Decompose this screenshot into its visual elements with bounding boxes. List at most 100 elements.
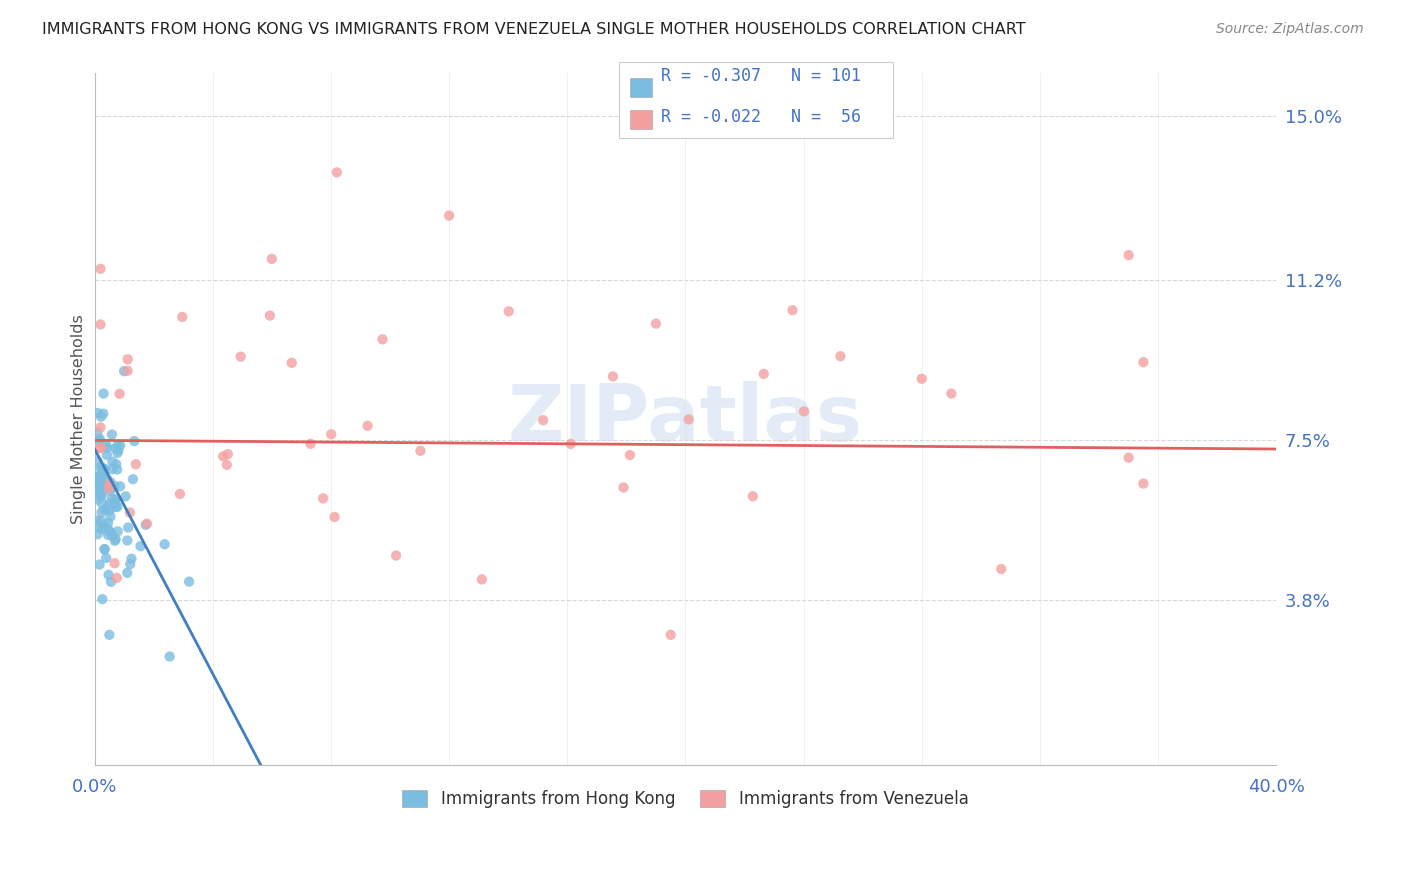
Point [101, 455, 124, 469]
Point [98, 628, 121, 642]
Point [86, 425, 108, 440]
Point [1132, 355, 1154, 369]
Point [104, 500, 127, 515]
Point [93, 542, 115, 557]
Point [117, 352, 139, 367]
Point [260, 252, 283, 266]
Point [87, 469, 110, 483]
Point [91, 463, 114, 477]
Point [1132, 476, 1154, 491]
Point [471, 573, 494, 587]
Point [409, 443, 432, 458]
Point [215, 458, 238, 472]
Point [87, 475, 110, 490]
Point [602, 369, 624, 384]
Point [121, 551, 143, 566]
Point [86, 475, 108, 489]
Point [89, 432, 111, 446]
Point [86, 470, 108, 484]
Point [678, 412, 700, 426]
Point [94, 502, 117, 516]
Point [122, 472, 145, 486]
Point [93, 472, 115, 486]
Point [1118, 450, 1140, 465]
Point [385, 549, 408, 563]
Point [100, 475, 122, 490]
Point [153, 537, 176, 551]
Point [86, 492, 108, 507]
Point [104, 533, 127, 548]
Point [107, 446, 129, 460]
Point [96, 480, 118, 494]
Point [97, 516, 120, 530]
Point [105, 458, 128, 472]
Point [108, 387, 131, 401]
Point [87, 481, 110, 495]
Point [97, 473, 120, 487]
Point [97, 523, 120, 537]
Point [117, 364, 139, 378]
Point [89, 558, 111, 572]
Point [93, 474, 115, 488]
Point [97, 497, 120, 511]
Point [107, 524, 129, 539]
Point [100, 574, 122, 589]
Point [89, 442, 111, 456]
Point [91, 592, 114, 607]
Point [93, 519, 115, 533]
Point [86, 513, 108, 527]
Point [1118, 248, 1140, 262]
Point [117, 533, 139, 548]
Point [105, 500, 128, 514]
Point [96, 500, 118, 515]
Point [371, 332, 394, 346]
Text: R = -0.022   N =  56: R = -0.022 N = 56 [661, 108, 860, 126]
Point [101, 427, 124, 442]
Point [96, 438, 118, 452]
Point [560, 437, 582, 451]
Point [105, 439, 128, 453]
Point [159, 649, 181, 664]
Point [90, 514, 112, 528]
Point [217, 447, 239, 461]
Point [86, 475, 108, 489]
Point [98, 484, 121, 499]
Point [101, 462, 124, 476]
Point [498, 304, 520, 318]
Point [90, 505, 112, 519]
Point [830, 349, 852, 363]
Point [782, 303, 804, 318]
Point [101, 528, 124, 542]
Point [437, 209, 460, 223]
Point [104, 492, 127, 507]
Point [91, 460, 114, 475]
Point [531, 413, 554, 427]
Point [104, 496, 127, 510]
Point [104, 532, 127, 546]
Point [93, 462, 115, 476]
Point [108, 479, 131, 493]
Text: ZIPatlas: ZIPatlas [508, 381, 863, 457]
Point [105, 462, 128, 476]
Point [90, 480, 112, 494]
Point [86, 454, 108, 468]
Point [118, 506, 141, 520]
Point [90, 489, 112, 503]
Point [122, 434, 145, 448]
Text: Source: ZipAtlas.com: Source: ZipAtlas.com [1216, 22, 1364, 37]
Point [89, 520, 111, 534]
Point [135, 517, 157, 532]
Point [645, 317, 668, 331]
Point [96, 441, 118, 455]
Point [97, 567, 120, 582]
Point [125, 457, 148, 471]
Point [89, 434, 111, 448]
Point [105, 571, 128, 585]
Point [98, 503, 121, 517]
Point [93, 467, 115, 481]
Point [86, 527, 108, 541]
Point [89, 488, 111, 502]
Point [97, 528, 120, 542]
Point [93, 542, 115, 557]
Point [135, 516, 157, 531]
